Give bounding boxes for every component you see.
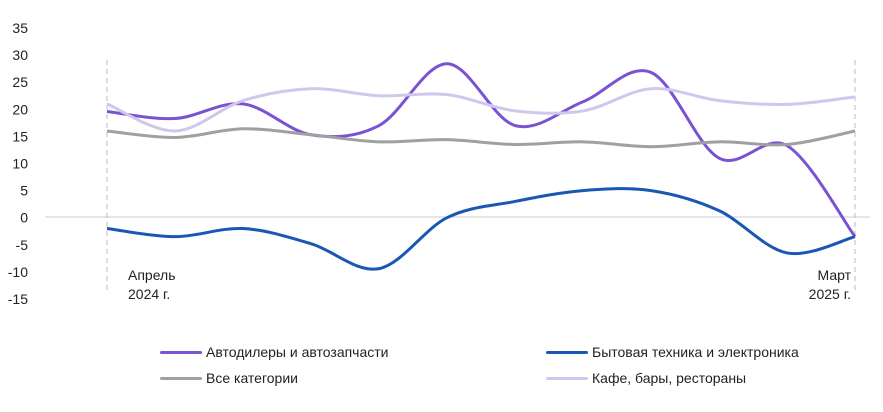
y-tick-label: 20 xyxy=(12,101,28,117)
series-line-0 xyxy=(106,62,857,238)
y-axis: 35 30 25 20 15 10 5 0 -5 -10 -15 xyxy=(8,20,28,307)
y-tick-label: 30 xyxy=(12,47,28,63)
legend-item-all-categories: Все категории xyxy=(160,370,298,386)
legend-label: Бытовая техника и электроника xyxy=(592,344,799,360)
legend-label: Все категории xyxy=(206,370,298,386)
series-line-2 xyxy=(106,127,856,149)
legend-item-cafes: Кафе, бары, рестораны xyxy=(546,370,746,386)
start-label-line1: Апрель xyxy=(128,267,176,283)
y-tick-label: -5 xyxy=(16,237,29,253)
legend-item-electronics: Бытовая техника и электроника xyxy=(546,344,799,360)
start-label-line2: 2024 г. xyxy=(128,286,170,302)
legend-swatch xyxy=(160,376,202,380)
y-tick-label: 35 xyxy=(12,20,28,36)
y-tick-label: 10 xyxy=(12,156,28,172)
legend-swatch xyxy=(546,350,588,354)
y-tick-label: 25 xyxy=(12,74,28,90)
legend-swatch xyxy=(160,350,202,354)
y-tick-label: 15 xyxy=(12,128,28,144)
line-chart: 35 30 25 20 15 10 5 0 -5 -10 -15 Апрель 2024 г. Ма… xyxy=(8,20,870,307)
y-tick-label: 0 xyxy=(20,210,28,226)
legend-label: Автодилеры и автозапчасти xyxy=(206,344,389,360)
series-line-3 xyxy=(106,87,856,133)
y-tick-label: 5 xyxy=(20,183,28,199)
end-label-line2: 2025 г. xyxy=(809,286,851,302)
legend-label: Кафе, бары, рестораны xyxy=(592,370,747,386)
end-label-line1: Март xyxy=(818,267,852,283)
legend-item-autodealers: Автодилеры и автозапчасти xyxy=(160,344,389,360)
y-tick-label: -10 xyxy=(8,264,28,280)
series-line-1 xyxy=(106,187,856,271)
legend-swatch xyxy=(546,376,588,380)
y-tick-label: -15 xyxy=(8,291,28,307)
